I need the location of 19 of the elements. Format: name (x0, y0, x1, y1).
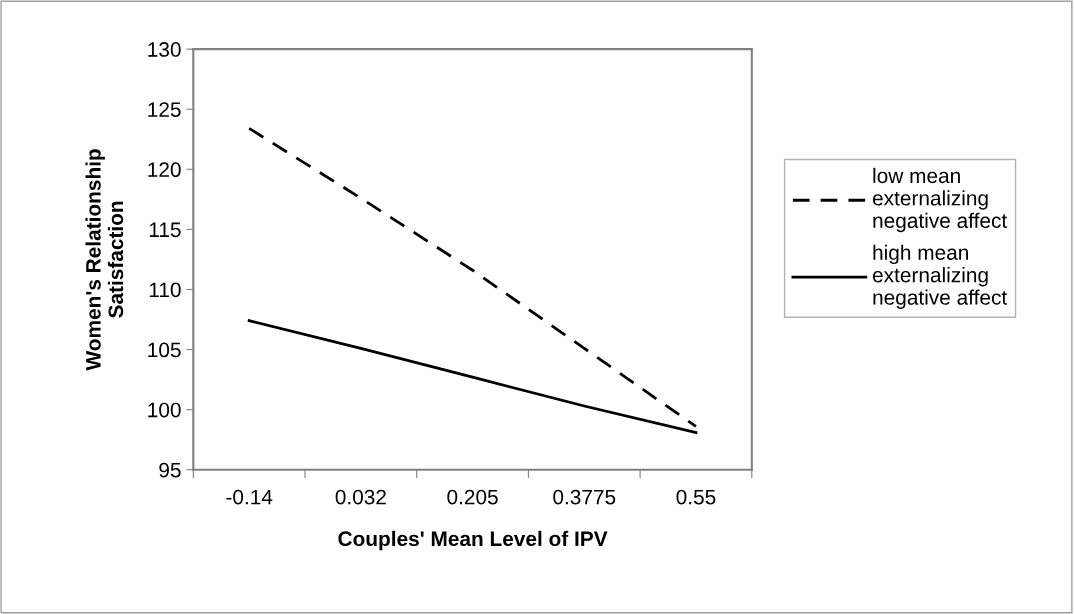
x-tick-label: 0.205 (447, 489, 498, 505)
legend-label: low mean externalizing negative affect (872, 167, 1008, 233)
y-tick-label: 105 (148, 342, 181, 358)
y-tick-label: 95 (159, 462, 181, 478)
y-tick-label: 100 (148, 402, 181, 418)
x-axis-title: Couples' Mean Level of IPV (338, 530, 608, 551)
x-tick-label: 0.032 (335, 489, 386, 505)
y-tick-label: 130 (148, 42, 181, 57)
y-tick-label: 110 (149, 282, 181, 298)
x-tick-label: 0.55 (676, 489, 716, 505)
y-tick-label: 115 (149, 222, 181, 238)
line-series (247, 319, 698, 434)
legend-label: high mean externalizing negative affect (872, 244, 1008, 309)
line-series (247, 127, 698, 428)
y-tick-label: 120 (148, 162, 181, 178)
y-tick-label: 125 (148, 102, 181, 117)
x-tick-label: 0.3775 (553, 489, 616, 505)
y-axis-title: Women's Relationship Satisfaction (85, 149, 124, 371)
x-tick-label: -0.14 (226, 489, 273, 505)
